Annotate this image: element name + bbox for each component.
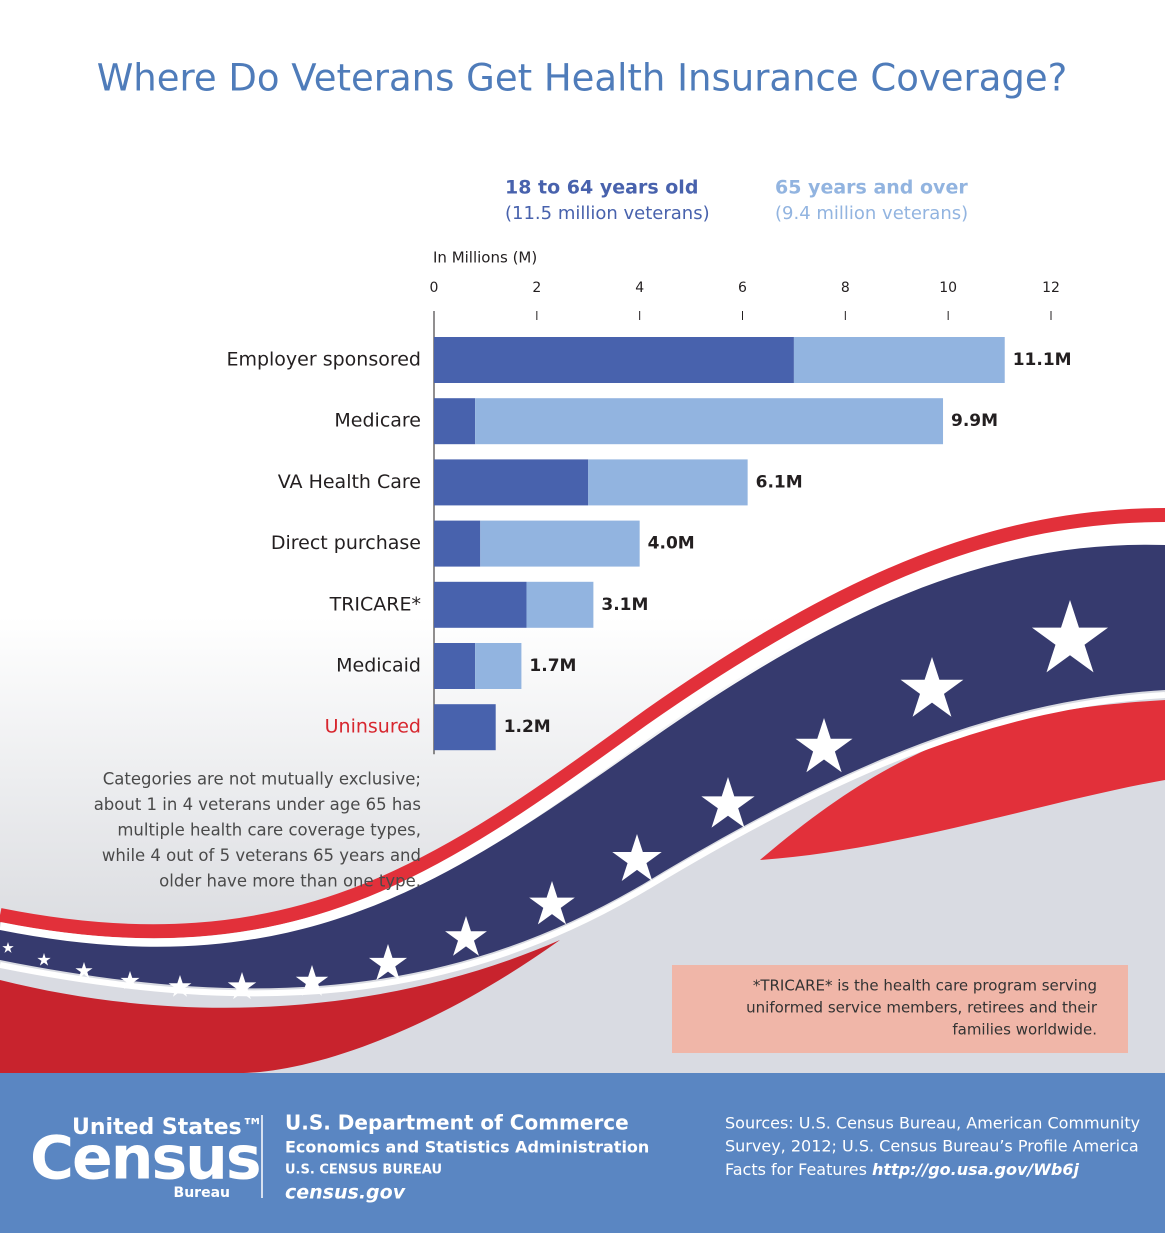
bar-segment xyxy=(434,459,589,506)
notes: Categories are not mutually exclusive; ab… xyxy=(94,770,1098,1039)
census-logo: United States™ Census Bureau xyxy=(30,1115,264,1201)
bar-segment xyxy=(588,459,748,506)
x-tick-label: 10 xyxy=(939,280,957,296)
footnote-line: *TRICARE* is the health care program ser… xyxy=(753,977,1097,995)
x-tick-label: 6 xyxy=(738,280,747,296)
source-line: Survey, 2012; U.S. Census Bureau’s Profi… xyxy=(725,1137,1139,1156)
footnote-line: uniformed service members, retirees and … xyxy=(746,999,1098,1017)
category-label: Employer sponsored xyxy=(226,349,421,371)
total-label: 4.0M xyxy=(648,534,695,554)
legend-entry: 65 years and over xyxy=(775,177,968,199)
agency-link: census.gov xyxy=(285,1182,406,1204)
plot: 0 2 4 6 8 10 12 Employer sponsored 11.1M Medicare… xyxy=(226,280,1072,755)
bar-segment xyxy=(434,398,476,445)
chart-title: Where Do Veterans Get Health Insurance C… xyxy=(97,57,1068,100)
x-tick-label: 8 xyxy=(841,280,850,296)
total-label: 1.7M xyxy=(529,656,576,676)
bar-segment xyxy=(434,643,476,689)
note-line: older have more than one type. xyxy=(159,872,421,891)
axis-label: In Millions (M) xyxy=(433,249,537,267)
total-label: 11.1M xyxy=(1013,350,1072,370)
footnote-box xyxy=(672,965,1128,1053)
bar-segment xyxy=(434,581,527,628)
total-label: 6.1M xyxy=(756,472,803,492)
logo-line: United States™ xyxy=(72,1115,264,1140)
legend-entry: 18 to 64 years old xyxy=(505,177,698,199)
total-label: 1.2M xyxy=(504,717,551,737)
sources: Sources: U.S. Census Bureau, American Co… xyxy=(725,1114,1140,1179)
bar-segment xyxy=(434,704,496,751)
note-line: while 4 out of 5 veterans 65 years and xyxy=(102,846,421,865)
category-label: TRICARE* xyxy=(329,593,421,615)
x-tick-label: 12 xyxy=(1042,280,1060,296)
category-label: Uninsured xyxy=(325,716,421,738)
footer-band xyxy=(0,1073,1165,1233)
total-label: 3.1M xyxy=(601,595,648,615)
total-label: 9.9M xyxy=(951,411,998,431)
x-tick-label: 4 xyxy=(635,280,644,296)
category-label: Direct purchase xyxy=(271,532,421,554)
note-line: Categories are not mutually exclusive; xyxy=(103,770,421,789)
note-line: multiple health care coverage types, xyxy=(117,821,421,840)
legend-note: (11.5 million veterans) xyxy=(505,203,710,224)
bar-segment xyxy=(480,520,640,567)
bar-segment xyxy=(434,337,794,383)
source-line: Facts for Features http://go.usa.gov/Wb6… xyxy=(725,1160,1079,1179)
bar-segment xyxy=(434,520,481,567)
category-label: Medicare xyxy=(334,410,421,432)
bar-segment xyxy=(793,337,1005,383)
agency-line: U.S. Department of Commerce xyxy=(285,1111,629,1135)
bar-segment xyxy=(475,398,944,445)
bar-segment xyxy=(475,643,522,689)
x-tick-label: 0 xyxy=(430,280,439,296)
source-line: Sources: U.S. Census Bureau, American Co… xyxy=(725,1114,1140,1133)
logo-word: Census xyxy=(30,1124,260,1194)
legend: 18 to 64 years old (11.5 million veterans… xyxy=(505,177,968,225)
legend-note: (9.4 million veterans) xyxy=(775,203,968,224)
agency: U.S. Department of Commerce Economics an… xyxy=(285,1111,649,1204)
source-text: Facts for Features xyxy=(725,1160,872,1179)
agency-line: U.S. CENSUS BUREAU xyxy=(285,1163,442,1178)
category-label: VA Health Care xyxy=(278,471,421,493)
agency-line: Economics and Statistics Administration xyxy=(285,1138,649,1157)
footnote-line: families worldwide. xyxy=(952,1021,1097,1039)
source-link[interactable]: http://go.usa.gov/Wb6j xyxy=(872,1160,1079,1179)
x-tick-label: 2 xyxy=(532,280,541,296)
note-line: about 1 in 4 veterans under age 65 has xyxy=(94,795,421,814)
logo-line: Bureau xyxy=(174,1185,230,1201)
bar-segment xyxy=(526,581,594,628)
category-label: Medicaid xyxy=(336,655,421,677)
